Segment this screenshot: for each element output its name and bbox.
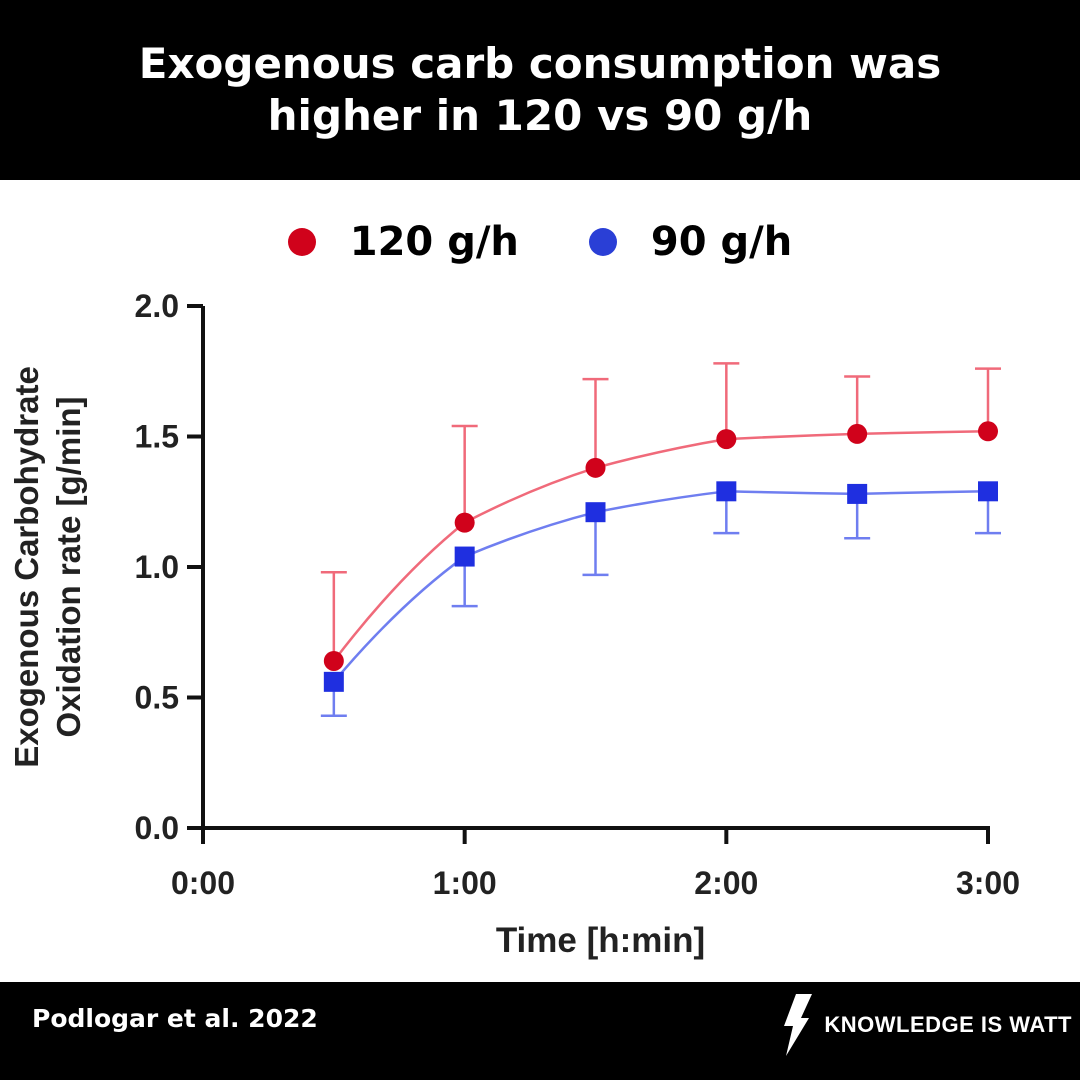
legend-label-120: 120 g/h [349,219,519,265]
x-tick-label: 2:00 [694,865,758,901]
chart-legend: 120 g/h 90 g/h [0,212,1080,272]
title-banner: Exogenous carb consumption was higher in… [0,0,1080,180]
data-point-120-g-h [454,512,475,533]
y-axis-title-line-2: Oxidation rate [g/min] [50,396,87,737]
y-tick-label: 0.0 [135,810,179,846]
legend-marker-90 [588,228,617,256]
footer-bar: Podlogar et al. 2022 KNOWLEDGE IS WATT [0,982,1080,1080]
series-line-90-g-h [332,490,989,683]
legend-item-90: 90 g/h [588,219,793,265]
brand-logo: KNOWLEDGE IS WATT [782,994,1072,1056]
error-bar-120-g-h [320,570,347,661]
error-bar-120-g-h [975,367,1001,432]
x-axis-title: Time [h:min] [496,921,705,960]
data-point-120-g-h [323,650,344,671]
data-point-90-g-h [978,481,998,502]
legend-label-90: 90 g/h [650,219,793,265]
error-bar-90-g-h [582,512,609,577]
data-point-120-g-h [978,421,998,442]
y-tick-label: 1.5 [135,419,179,455]
brand-name: KNOWLEDGE IS WATT [824,1012,1072,1037]
data-point-90-g-h [323,671,344,692]
series-line-120-g-h [332,430,989,662]
title-line-1: Exogenous carb consumption was [138,39,942,88]
error-bar-120-g-h [582,377,609,468]
y-tick-label: 2.0 [135,288,179,324]
legend-marker-120 [287,228,316,256]
data-point-90-g-h [847,483,868,504]
lightning-bolt-icon [784,994,813,1056]
error-bar-120-g-h [713,362,740,440]
error-bar-120-g-h [451,424,478,523]
data-point-120-g-h [847,423,868,444]
y-tick-label: 0.5 [135,680,179,716]
legend-item-120: 120 g/h [287,219,519,265]
data-point-90-g-h [585,502,606,523]
citation-text: Podlogar et al. 2022 [32,1004,318,1033]
x-tick-label: 0:00 [171,865,235,901]
data-point-120-g-h [716,429,737,450]
y-axis-title-line-1: Exogenous Carbohydrate [8,366,45,768]
data-point-120-g-h [585,457,606,478]
x-tick-label: 1:00 [433,865,497,901]
x-tick-label: 3:00 [956,865,1020,901]
data-point-90-g-h [454,546,475,567]
title-line-2: higher in 120 vs 90 g/h [267,91,813,140]
y-tick-label: 1.0 [135,549,179,585]
data-point-90-g-h [716,481,737,502]
oxidation-rate-chart: 0.0 0.5 1.0 1.5 2.0 0:00 1:00 2:00 3:00 Time [h:m… [8,288,1020,960]
